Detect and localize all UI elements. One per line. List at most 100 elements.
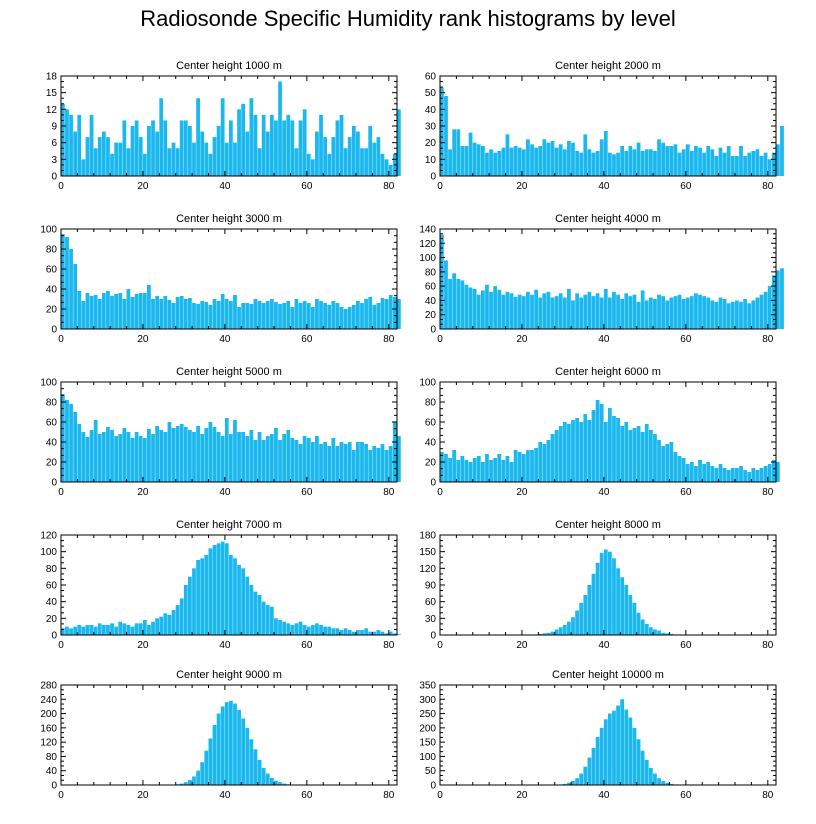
histogram-bar [644,149,649,176]
histogram-bar [163,613,168,635]
histogram-bar [628,296,633,329]
histogram-bar [497,454,502,482]
histogram-bar [694,146,698,176]
histogram-bar [648,149,653,176]
histogram-bar [229,434,233,482]
histogram-bar [360,442,364,482]
histogram-bar [208,548,213,635]
histogram-bar [538,297,543,329]
histogram-bar [542,633,547,635]
histogram-bar [517,294,522,329]
histogram-bar [608,408,612,482]
histogram-bar [493,458,498,482]
histogram-bar [347,137,352,176]
histogram-bar [771,275,776,329]
histogram-bar [282,303,287,329]
histogram-bar [200,131,205,176]
x-tick-label: 0 [437,790,443,801]
histogram-bar [771,460,776,482]
histogram-bar [171,303,176,329]
histogram-bar [163,120,168,176]
histogram-bar [743,470,747,482]
histogram-bar [138,436,143,482]
histogram-bar [61,394,65,482]
histogram-bar [472,458,477,482]
histogram-bar [714,468,719,482]
histogram-bar [591,152,596,176]
histogram-bar [575,418,579,482]
histogram-bar [147,126,151,176]
histogram-bar [356,442,360,482]
histogram-bar [294,148,299,176]
histogram-bar [208,305,213,329]
histogram-bar [216,432,221,482]
histogram-bar [550,631,555,635]
y-tick-label: 40 [425,438,437,449]
histogram-bar [640,290,645,329]
histogram-bar [269,299,274,329]
histogram-bar [546,142,551,176]
histogram-bar [480,462,485,482]
panel-8: Center height 8000 m 0 20 40 60 80 0 30 60 90 120 1… [419,519,777,651]
histogram-bar [81,626,86,635]
histogram-bar [595,400,600,482]
x-tick-label: 60 [680,487,692,498]
histogram-bar [722,468,727,482]
histogram-bar [562,422,567,482]
histogram-bar [73,412,78,482]
x-tick-label: 80 [383,334,395,345]
histogram-bar [452,129,457,176]
histogram-bar [669,297,674,329]
histogram-bar [759,294,764,329]
histogram-bar [155,131,159,176]
histogram-bar [77,114,82,176]
histogram-bar [694,293,698,329]
histogram-bar [274,428,278,482]
histogram-bar [616,418,620,482]
histogram-bar [468,132,473,176]
histogram-bar [751,300,756,329]
histogram-bar [208,153,213,176]
histogram-bar [216,301,221,329]
plot-frame [60,228,398,330]
x-tick-label: 40 [598,487,610,498]
histogram-bar [257,595,262,635]
histogram-bar [464,146,469,176]
histogram-bar [388,295,393,329]
histogram-bar [653,434,657,482]
histogram-bar [530,144,534,176]
y-tick-label: 120 [419,239,436,250]
histogram-bar [159,299,164,329]
histogram-bar [343,628,348,635]
histogram-bar [151,299,155,329]
histogram-bar [253,114,258,176]
histogram-bar [599,297,604,329]
histogram-bar [224,142,229,176]
panel-6: Center height 6000 m 0 20 40 60 80 0 20 40 60 80 10… [419,366,780,498]
histogram-bar [89,625,94,635]
histogram-bar [298,120,303,176]
histogram-bar [558,426,563,482]
histogram-bar [599,727,604,785]
histogram-bar [542,139,547,176]
histogram-bar [65,109,69,176]
x-tick-label: 40 [598,181,610,192]
panel-3: Center height 3000 m 0 20 40 60 80 0 20 40 60 80 10… [40,213,401,345]
histogram-bar [694,466,698,482]
y-tick-label: 250 [419,709,436,720]
y-tick-label: 0 [51,631,57,642]
histogram-bar [188,576,192,635]
histogram-bar [718,147,723,176]
histogram-bar [513,296,518,329]
histogram-bar [767,286,772,329]
histogram-bar [253,591,258,635]
histogram-bar [286,114,291,176]
histogram-bar [200,301,205,329]
y-tick-label: 100 [40,225,57,236]
histogram-bar [73,131,78,176]
histogram-bar [126,432,131,482]
histogram-bar [632,294,637,329]
y-tick-label: 300 [419,695,436,706]
histogram-bar [257,148,262,176]
histogram-bar [97,623,102,635]
